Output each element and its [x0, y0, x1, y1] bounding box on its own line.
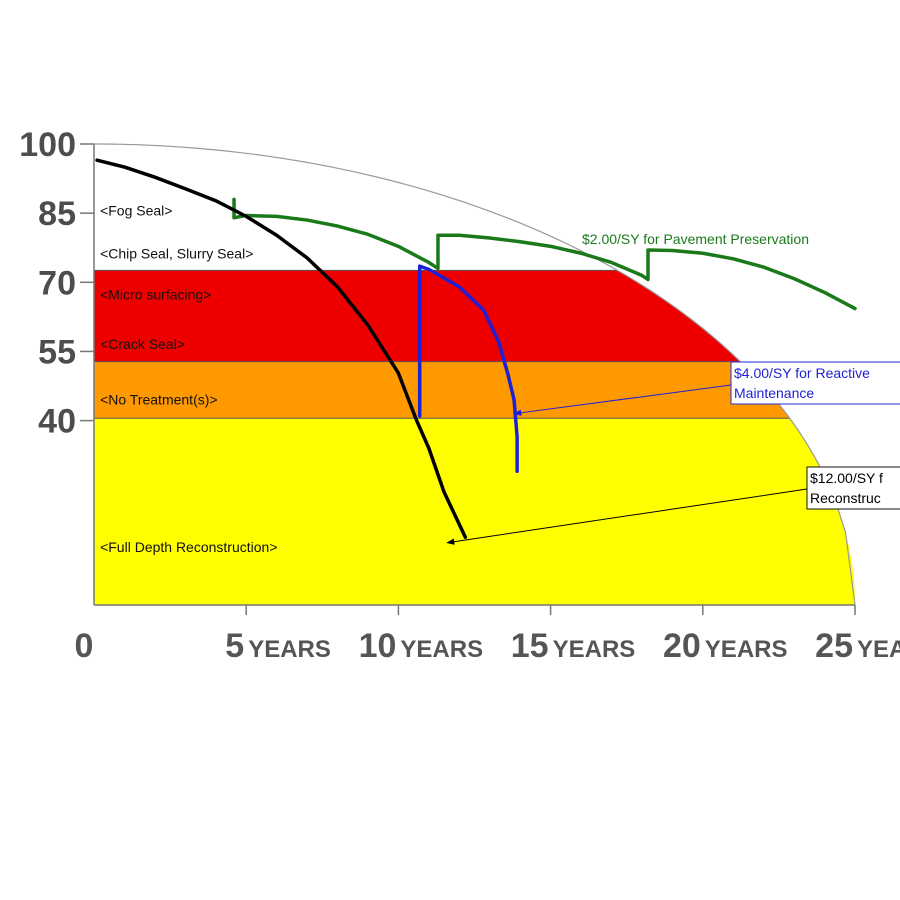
condition-boundary-curve: [93, 143, 856, 606]
x-tick-unit: YEARS: [553, 636, 636, 663]
x-tick-number: 25: [815, 627, 853, 665]
y-axis-ticks: 100 85 70 55 40: [19, 126, 94, 441]
zone-label-chip-slurry-seal: <Chip Seal, Slurry Seal>: [100, 245, 253, 261]
callout-reconstruction-line2: Reconstruc: [810, 490, 881, 506]
series-reactive-maintenance: [417, 264, 519, 474]
zone-label-no-treatment: <No Treatment(s)>: [100, 391, 218, 407]
zone-no-treatment: [94, 361, 790, 419]
x-tick-number: 10: [359, 627, 397, 665]
zone-labels: <Fog Seal> <Chip Seal, Slurry Seal> <Micro…: [100, 202, 277, 555]
x-tick-number: 5: [225, 627, 244, 665]
zone-label-micro-surfacing: <Micro surfacing>: [100, 286, 211, 302]
x-tick-number: 20: [663, 627, 701, 665]
callout-reactive-box: [730, 361, 900, 405]
axes: [93, 143, 856, 606]
callout-pavement-preservation: $2.00/SY for Pavement Preservation: [582, 231, 809, 247]
callout-reactive-line2: Maintenance: [734, 385, 814, 401]
condition-zones: [94, 269, 855, 605]
callout-reactive-arrow: [513, 384, 732, 416]
series-lines: [95, 158, 857, 539]
x-axis-ticks: 05YEARS10YEARS15YEARS20YEARS25YEARS: [75, 605, 900, 665]
callout-reconstruction-arrow: [446, 488, 808, 545]
zone-label-crack-seal: <Crack Seal>: [100, 336, 185, 352]
callout-reactive-line1: $4.00/SY for Reactive: [734, 365, 870, 381]
x-tick-unit: YEARS: [705, 636, 788, 663]
callout-reconstruction-box: [806, 466, 900, 510]
x-tick-unit: YEARS: [857, 636, 900, 663]
x-tick-number: 15: [511, 627, 549, 665]
zone-label-full-depth-reconstruction: <Full Depth Reconstruction>: [100, 539, 277, 555]
series-reconstruction: [95, 158, 468, 539]
y-tick-label: 70: [38, 264, 76, 302]
x-tick-unit: YEARS: [248, 636, 331, 663]
x-tick-number: 0: [75, 627, 94, 665]
zone-full-depth-reconstruction: [94, 418, 855, 605]
x-tick-unit: YEARS: [400, 636, 483, 663]
callouts: $2.00/SY for Pavement Preservation $4.00/…: [446, 231, 900, 545]
zone-micro-surfacing-crack-seal: [94, 270, 741, 362]
callout-reconstruction-line1: $12.00/SY f: [810, 470, 883, 486]
y-tick-label: 85: [38, 195, 76, 233]
zone-label-fog-seal: <Fog Seal>: [100, 202, 172, 218]
y-tick-label: 100: [19, 126, 76, 164]
series-pavement-preservation: [232, 197, 857, 311]
y-tick-label: 55: [38, 333, 76, 371]
y-tick-label: 40: [38, 403, 76, 441]
